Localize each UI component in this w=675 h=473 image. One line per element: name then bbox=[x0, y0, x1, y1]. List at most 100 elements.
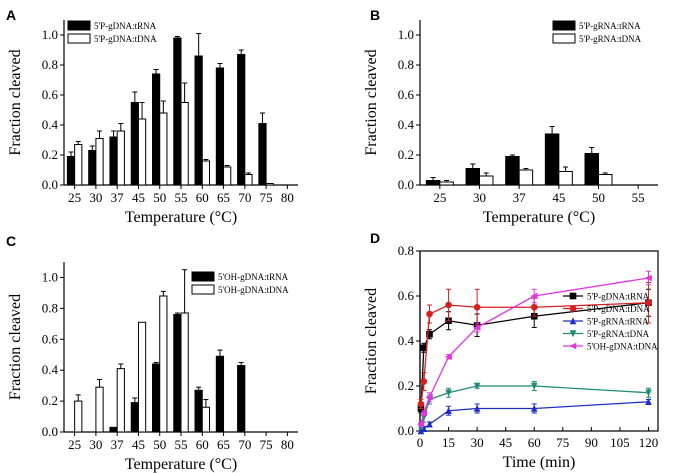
y-tick-label: 0.8 bbox=[398, 57, 414, 72]
data-point bbox=[569, 292, 577, 300]
bar bbox=[425, 180, 441, 186]
bar bbox=[215, 67, 225, 186]
y-tick-label: 0.8 bbox=[42, 57, 58, 72]
x-tick-label: 30 bbox=[471, 435, 484, 450]
y-tick-label: 0.0 bbox=[42, 424, 58, 439]
legend-label: 5'P-gRNA:tRNA bbox=[587, 317, 649, 327]
data-point bbox=[444, 353, 452, 361]
x-tick-label: 25 bbox=[433, 190, 446, 205]
bar bbox=[439, 181, 454, 186]
y-tick-label: 0.8 bbox=[398, 243, 414, 258]
bar bbox=[88, 150, 97, 186]
legend-label: 5'OH-gDNA:tDNA bbox=[218, 285, 289, 295]
y-tick-label: 1.0 bbox=[398, 27, 414, 42]
legend-label: 5'OH-gDNA:tDNA bbox=[587, 342, 658, 352]
bar bbox=[223, 166, 232, 186]
x-tick-label: 45 bbox=[552, 190, 565, 205]
bar bbox=[74, 144, 83, 186]
series-line bbox=[417, 282, 652, 409]
y-axis-label: Fraction cleaved bbox=[363, 288, 380, 394]
chart-panel-a: A 0.0 0.2 0.4 0.6 0.8 1.0 Fraction cleaved 25 30 3… bbox=[6, 7, 298, 226]
bar bbox=[194, 55, 203, 186]
legend-label: 5'OH-gDNA:tRNA bbox=[218, 272, 289, 282]
x-tick-label: 55 bbox=[632, 190, 645, 205]
data-point bbox=[473, 324, 481, 331]
bar bbox=[244, 174, 253, 186]
bar bbox=[465, 168, 481, 186]
bar bbox=[151, 73, 161, 186]
x-tick-label: 65 bbox=[217, 190, 230, 205]
y-axis-label: Fraction cleaved bbox=[7, 49, 24, 155]
data-point bbox=[445, 406, 452, 415]
data-point bbox=[426, 310, 433, 318]
legend-label: 5'P-gDNA:tRNA bbox=[94, 21, 157, 31]
data-point bbox=[420, 378, 428, 385]
y-tick-label: 0.2 bbox=[42, 147, 58, 162]
y-axis-label: Fraction cleaved bbox=[7, 294, 24, 400]
data-point bbox=[530, 404, 538, 412]
data-point bbox=[569, 317, 577, 325]
chart-panel-b: B 0.0 0.2 0.4 0.6 0.8 1.0 Fraction cleaved 25 30 3… bbox=[363, 7, 658, 226]
bar bbox=[505, 156, 520, 186]
x-tick-label: 45 bbox=[499, 435, 512, 450]
data-point bbox=[645, 389, 652, 397]
x-tick-label: 75 bbox=[260, 190, 273, 205]
chart-panel-c: C 0.0 0.2 0.4 0.6 0.8 1.0 Fraction cleaved 25 30 3… bbox=[6, 233, 298, 473]
y-tick-label: 1.0 bbox=[42, 27, 58, 42]
data-point bbox=[473, 382, 481, 390]
panel-label: C bbox=[6, 233, 16, 249]
legend-swatch bbox=[552, 33, 576, 44]
legend-label: 5'P-gRNA:tRNA bbox=[579, 21, 641, 31]
bar bbox=[265, 183, 274, 186]
bar bbox=[237, 365, 246, 433]
x-tick-label: 30 bbox=[89, 190, 102, 205]
legend-swatch bbox=[67, 33, 91, 44]
x-tick-label: 25 bbox=[68, 437, 81, 452]
x-tick-label: 37 bbox=[513, 190, 527, 205]
bar bbox=[201, 406, 211, 433]
legend-label: 5'P-gRNA:tDNA bbox=[587, 329, 650, 339]
data-point bbox=[569, 342, 577, 350]
bar bbox=[130, 402, 139, 433]
chart-panel-d: D 0.0 0.2 0.4 0.6 0.8 Fraction cleaved 0 15 30 45 6… bbox=[363, 230, 659, 471]
x-tick-label: 105 bbox=[610, 435, 630, 450]
legend-swatch bbox=[552, 20, 576, 31]
data-point bbox=[426, 330, 433, 338]
bar bbox=[74, 400, 83, 433]
data-point bbox=[473, 404, 481, 412]
x-tick-label: 70 bbox=[238, 437, 251, 452]
data-point bbox=[420, 414, 428, 422]
y-tick-label: 0.6 bbox=[398, 288, 415, 303]
bar bbox=[194, 389, 203, 433]
legend-swatch bbox=[191, 271, 215, 282]
data-point bbox=[530, 303, 538, 311]
legend-label: 5'P-gDNA:tRNA bbox=[587, 292, 650, 302]
panel-label: B bbox=[370, 7, 380, 23]
data-point bbox=[569, 330, 577, 338]
legend-swatch bbox=[67, 20, 91, 31]
series-line bbox=[417, 270, 652, 428]
data-point bbox=[420, 409, 428, 417]
x-tick-label: 25 bbox=[68, 190, 81, 205]
bar bbox=[258, 123, 267, 186]
data-point bbox=[420, 344, 428, 352]
x-tick-label: 37 bbox=[111, 437, 125, 452]
x-tick-label: 60 bbox=[196, 190, 209, 205]
x-tick-label: 60 bbox=[196, 437, 209, 452]
bar bbox=[66, 156, 76, 186]
x-tick-label: 0 bbox=[417, 435, 424, 450]
x-tick-label: 120 bbox=[639, 435, 659, 450]
bar bbox=[479, 175, 494, 186]
data-point bbox=[445, 301, 452, 309]
x-tick-label: 60 bbox=[528, 435, 541, 450]
legend-swatch bbox=[191, 284, 215, 295]
x-axis-label: Time (min) bbox=[503, 454, 576, 471]
bar bbox=[159, 112, 168, 186]
data-point bbox=[420, 424, 428, 433]
y-tick-label: 0.4 bbox=[42, 117, 59, 132]
x-tick-label: 30 bbox=[473, 190, 486, 205]
y-tick-label: 0.2 bbox=[42, 393, 58, 408]
y-tick-label: 0.6 bbox=[398, 87, 415, 102]
y-tick-label: 0.4 bbox=[42, 362, 59, 377]
